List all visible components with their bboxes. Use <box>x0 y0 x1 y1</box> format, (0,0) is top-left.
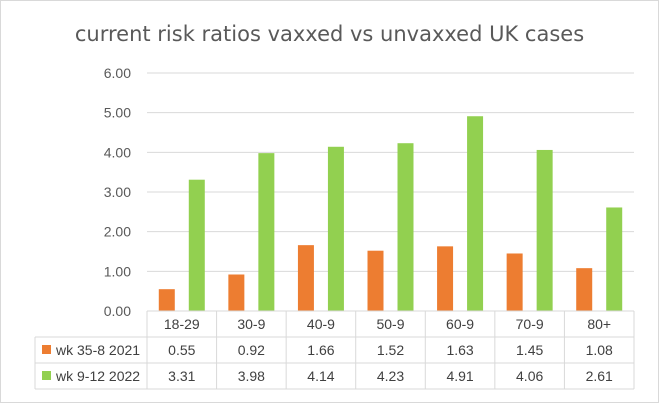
category-label: 30-9 <box>237 316 265 332</box>
bar <box>437 246 454 311</box>
category-label: 60-9 <box>446 316 474 332</box>
category-label: 18-29 <box>164 316 200 332</box>
chart-title: current risk ratios vaxxed vs unvaxxed U… <box>74 22 585 46</box>
y-axis-ticks: 0.00 1.00 2.00 3.00 4.00 5.00 6.00 <box>104 65 131 319</box>
data-label: 1.45 <box>516 342 543 358</box>
bar <box>297 245 314 311</box>
y-tick-label: 4.00 <box>104 144 131 160</box>
data-label: 1.08 <box>586 342 613 358</box>
data-label: 3.98 <box>238 368 265 384</box>
category-label: 50-9 <box>376 316 404 332</box>
category-label: 40-9 <box>307 316 335 332</box>
bar <box>258 153 275 311</box>
data-label: 2.61 <box>586 368 613 384</box>
series-name: wk 35-8 2021 <box>55 342 140 358</box>
bar <box>158 289 175 311</box>
data-label: 1.66 <box>307 342 334 358</box>
y-tick-label: 2.00 <box>104 224 131 240</box>
y-tick-label: 3.00 <box>104 184 131 200</box>
category-label: 80+ <box>587 316 611 332</box>
data-label: 4.23 <box>377 368 404 384</box>
legend-swatch <box>42 345 51 354</box>
legend-swatch <box>42 371 51 380</box>
bar <box>576 268 593 311</box>
data-label: 4.06 <box>516 368 543 384</box>
bar <box>506 253 523 311</box>
data-label: 4.14 <box>307 368 334 384</box>
data-label: 0.55 <box>168 342 195 358</box>
y-tick-label: 6.00 <box>104 65 131 81</box>
bar <box>228 274 245 311</box>
bar <box>188 179 205 311</box>
category-label: 70-9 <box>516 316 544 332</box>
bar <box>606 207 623 311</box>
y-tick-label: 0.00 <box>104 303 131 319</box>
y-tick-label: 5.00 <box>104 105 131 121</box>
bar <box>367 250 384 311</box>
bar <box>536 149 553 311</box>
data-label: 1.52 <box>377 342 404 358</box>
gridlines <box>147 72 634 272</box>
bar-series <box>158 116 623 311</box>
series-name: wk 9-12 2022 <box>55 368 140 384</box>
data-label: 3.31 <box>168 368 195 384</box>
data-label: 4.91 <box>446 368 473 384</box>
data-label: 1.63 <box>446 342 473 358</box>
bar <box>327 146 344 311</box>
bar <box>467 116 484 311</box>
bar <box>397 143 414 311</box>
data-table: 18-29 30-9 40-9 50-9 60-9 70-9 80+ wk 35-8 2021… <box>34 310 635 390</box>
data-label: 0.92 <box>238 342 265 358</box>
y-tick-label: 1.00 <box>104 263 131 279</box>
